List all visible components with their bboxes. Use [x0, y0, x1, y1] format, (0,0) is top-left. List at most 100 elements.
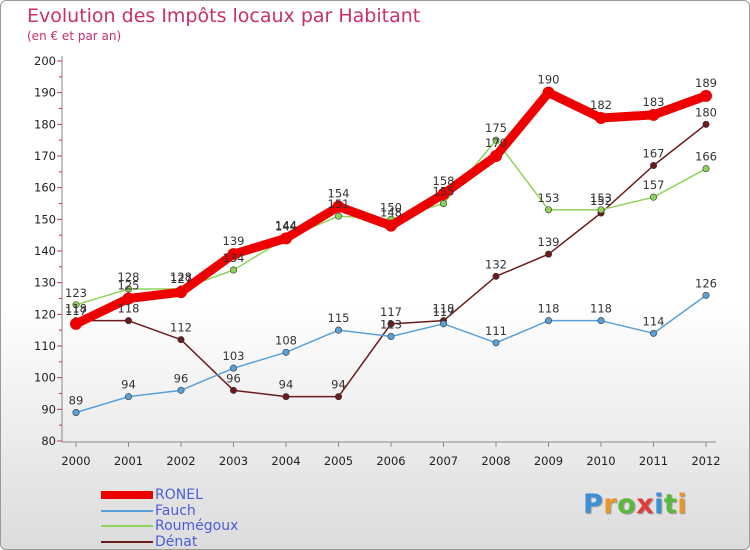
data-label-ronel: 117 — [65, 304, 87, 318]
series-line-denat — [75, 123, 707, 398]
data-label-roumegoux: 123 — [65, 286, 87, 300]
y-tick-label: 180 — [34, 117, 56, 131]
data-label-fauch: 118 — [538, 302, 560, 316]
logo-letter: i — [677, 489, 688, 520]
logo-letter: o — [617, 489, 637, 520]
logo-letter: i — [654, 489, 664, 520]
data-point-denat — [702, 120, 710, 128]
data-label-denat: 118 — [433, 302, 455, 316]
legend-label-denat: Dénat — [155, 533, 198, 550]
data-label-roumegoux: 153 — [590, 191, 612, 205]
legend-label-ronel: RONEL — [155, 487, 203, 503]
legend-swatch-denat — [101, 540, 153, 543]
data-point-ronel — [175, 286, 187, 299]
data-point-ronel — [332, 200, 345, 213]
logo-letter: x — [636, 489, 655, 520]
y-tick-label: 90 — [41, 402, 56, 416]
y-tick-label: 140 — [34, 244, 56, 258]
data-point-roumegoux — [544, 206, 552, 214]
data-point-fauch — [702, 291, 710, 299]
data-label-roumegoux: 153 — [538, 191, 560, 205]
proxiti-logo: Proxiti — [583, 489, 687, 520]
data-point-roumegoux — [125, 285, 133, 293]
data-label-fauch: 117 — [433, 305, 455, 319]
data-label-ronel: 189 — [695, 76, 717, 90]
data-label-roumegoux: 175 — [485, 121, 507, 135]
x-tick-label: 2001 — [114, 454, 143, 468]
y-tick-label: 100 — [34, 371, 56, 385]
data-label-roumegoux: 144 — [275, 219, 297, 233]
y-tick-label: 120 — [34, 307, 56, 321]
y-tick-label: 190 — [34, 86, 56, 100]
data-label-ronel: 190 — [538, 73, 560, 87]
data-label-fauch: 103 — [223, 349, 245, 363]
data-point-ronel — [647, 108, 660, 121]
chart-subtitle: (en € et par an) — [27, 29, 122, 43]
data-point-ronel — [595, 112, 607, 124]
data-label-roumegoux: 134 — [223, 251, 245, 265]
data-point-denat — [334, 393, 342, 401]
data-label-fauch: 113 — [380, 318, 402, 332]
data-point-roumegoux — [439, 200, 447, 208]
legend-swatch-ronel — [101, 491, 153, 499]
data-point-denat — [387, 320, 395, 328]
data-label-roumegoux: 157 — [643, 178, 665, 192]
data-label-denat: 94 — [331, 378, 346, 392]
data-label-denat: 139 — [538, 235, 560, 249]
data-label-denat: 180 — [695, 105, 717, 119]
data-point-ronel — [122, 292, 135, 305]
data-label-denat: 112 — [170, 321, 192, 335]
x-tick-label: 2012 — [691, 454, 720, 468]
data-point-ronel — [700, 89, 712, 102]
x-tick-label: 2000 — [61, 454, 90, 468]
data-point-roumegoux — [492, 136, 500, 144]
y-tick-label: 80 — [41, 434, 56, 448]
data-point-roumegoux — [230, 266, 238, 274]
data-point-ronel — [227, 248, 240, 261]
legend: RONEL Fauch Roumégoux Dénat — [101, 487, 401, 550]
data-label-denat: 118 — [118, 302, 140, 316]
x-tick-label: 2010 — [586, 454, 615, 468]
data-point-fauch — [597, 317, 605, 325]
y-tick-label: 160 — [34, 181, 56, 195]
x-tick-label: 2002 — [166, 454, 195, 468]
data-label-fauch: 118 — [590, 302, 612, 316]
x-tick-label: 2009 — [534, 454, 563, 468]
legend-item-roumegoux: Roumégoux — [101, 518, 401, 535]
data-point-roumegoux — [334, 212, 342, 220]
data-point-roumegoux — [72, 301, 80, 309]
data-label-ronel: 148 — [380, 206, 402, 220]
data-label-ronel: 144 — [275, 218, 297, 232]
data-point-ronel — [70, 317, 82, 330]
chart-title: Evolution des Impôts locaux par Habitant — [27, 5, 421, 27]
data-label-roumegoux: 155 — [433, 185, 455, 199]
data-point-fauch — [649, 329, 657, 337]
data-point-denat — [282, 393, 290, 401]
data-point-fauch — [544, 317, 552, 325]
y-tick-label: 150 — [34, 212, 56, 226]
x-tick-label: 2011 — [639, 454, 668, 468]
data-label-denat: 117 — [380, 305, 402, 319]
data-point-fauch — [125, 393, 133, 401]
data-point-denat — [125, 317, 133, 325]
x-tick-label: 2004 — [271, 454, 300, 468]
legend-label-roumegoux: Roumégoux — [155, 518, 239, 534]
data-label-denat: 132 — [485, 257, 507, 271]
data-point-roumegoux — [702, 165, 710, 173]
data-point-fauch — [387, 332, 395, 340]
data-label-ronel: 183 — [643, 95, 665, 109]
x-tick-label: 2006 — [376, 454, 405, 468]
y-tick-label: 170 — [34, 149, 56, 163]
data-point-denat — [230, 386, 238, 394]
logo-letter: P — [583, 489, 604, 520]
data-point-ronel — [280, 232, 292, 245]
data-point-fauch — [334, 326, 342, 334]
legend-item-ronel: RONEL — [101, 487, 401, 504]
data-point-denat — [544, 250, 552, 258]
data-point-ronel — [437, 188, 450, 200]
data-label-ronel: 182 — [590, 98, 612, 112]
legend-item-fauch: Fauch — [101, 503, 401, 520]
data-label-fauch: 111 — [485, 324, 507, 338]
data-point-roumegoux — [597, 206, 605, 214]
